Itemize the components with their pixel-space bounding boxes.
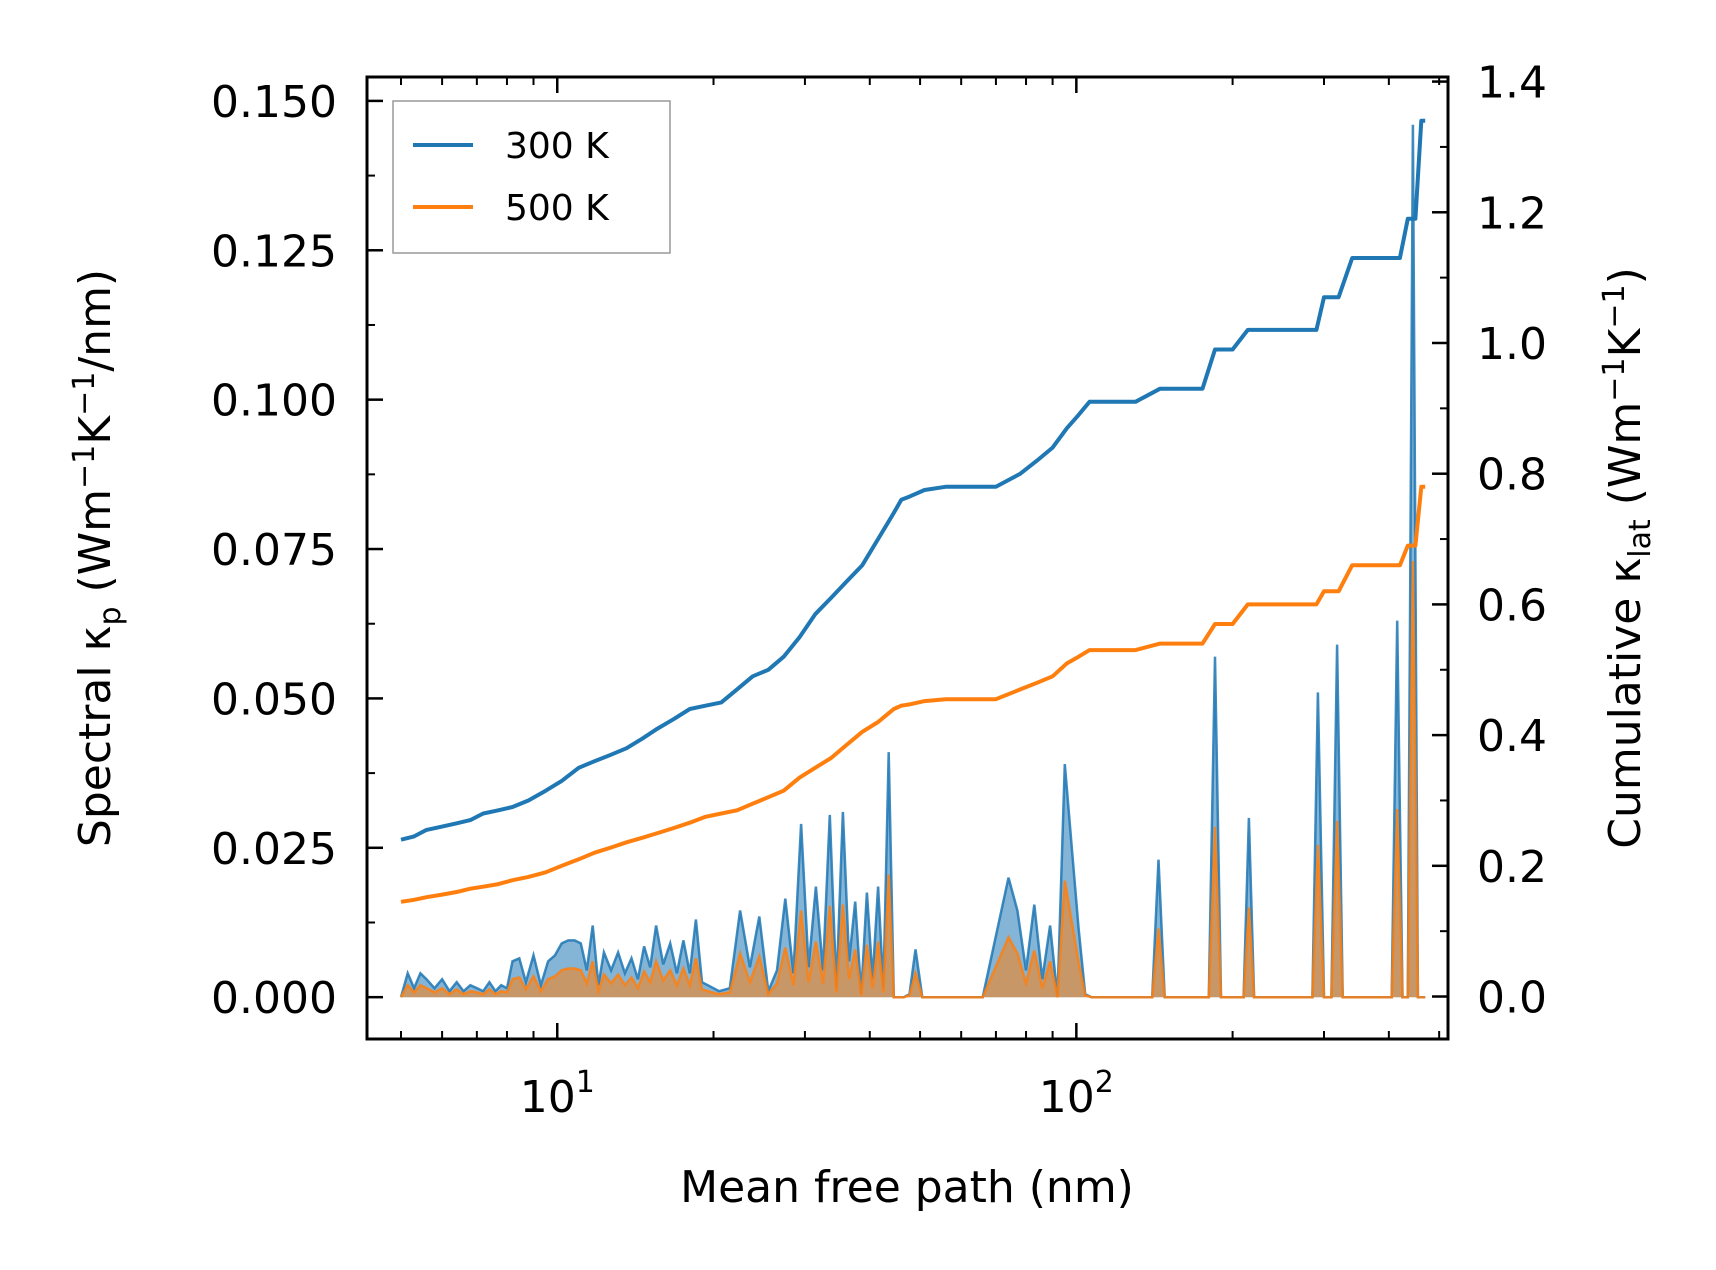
- x-tick-label-exponent: 2: [1095, 1065, 1114, 1100]
- x-tick-label-exponent: 1: [576, 1065, 595, 1100]
- y-right-tick-label: 1.4: [1477, 58, 1547, 109]
- y-right-tick-label: 0.2: [1477, 842, 1547, 893]
- y-right-tick-label: 1.2: [1477, 188, 1547, 239]
- x-tick-label-base: 10: [520, 1072, 576, 1123]
- legend-label-300k: 300 K: [505, 126, 610, 167]
- left-axis-title-units: (Wm: [70, 489, 121, 607]
- right-axis-title-sub: lat: [1623, 519, 1658, 558]
- spectral-area-group: [399, 124, 1426, 999]
- right-axis-title: Cumulative κlat (Wm−1K−1): [1597, 267, 1658, 849]
- right-axis-title-sup2: −1: [1597, 284, 1632, 328]
- x-tick-label: 102: [1039, 1065, 1114, 1123]
- left-axis-title-mid: K: [70, 415, 121, 445]
- legend-label-500k: 500 K: [505, 188, 610, 229]
- x-tick-label: 101: [520, 1065, 595, 1123]
- left-axis-title-main: Spectral κ: [70, 626, 121, 848]
- right-axis-title-units: (Wm: [1600, 402, 1651, 520]
- tick-group: [367, 77, 1448, 1039]
- y-right-tick-label: 0.6: [1477, 580, 1547, 631]
- left-axis-title-sub: p: [93, 606, 128, 625]
- left-axis-title: Spectral κp (Wm−1K−1/nm): [67, 269, 128, 847]
- right-axis-title-mid: K: [1600, 327, 1651, 357]
- y-left-tick-label: 0.025: [211, 824, 337, 875]
- y-left-tick-label: 0.075: [211, 525, 337, 576]
- cumulative-line-300k: [400, 118, 1426, 842]
- y-left-tick-label: 0.100: [211, 376, 337, 427]
- spectral-line-500k: [399, 560, 1426, 999]
- y-left-tick-label: 0.125: [211, 226, 337, 277]
- right-axis-title-tail: ): [1600, 267, 1651, 284]
- left-axis-title-sup1: −1: [67, 445, 102, 489]
- y-left-tick-label: 0.150: [211, 77, 337, 128]
- y-right-tick-label: 0.4: [1477, 711, 1547, 762]
- right-axis-title-main: Cumulative κ: [1600, 558, 1651, 849]
- y-left-tick-label: 0.000: [211, 973, 337, 1024]
- right-axis-title-sup1: −1: [1597, 357, 1632, 401]
- x-tick-label-base: 10: [1039, 1072, 1095, 1123]
- cumulative-line-500k: [400, 484, 1426, 904]
- legend-box: [392, 100, 671, 254]
- plot-frame: [365, 75, 1450, 1041]
- tick-label-group: 101 1020.0000.0250.0500.0750.1000.1250.15…: [211, 58, 1547, 1123]
- x-axis-title: Mean free path (nm): [680, 1162, 1134, 1213]
- y-right-tick-label: 0.8: [1477, 450, 1547, 501]
- y-right-tick-label: 0.0: [1477, 973, 1547, 1024]
- legend: 300 K 500 K: [392, 100, 671, 254]
- left-axis-title-sup2: −1: [67, 372, 102, 416]
- left-axis-title-tail: /nm): [70, 269, 121, 372]
- cumulative-line-group: [400, 118, 1426, 904]
- y-left-tick-label: 0.050: [211, 674, 337, 725]
- y-right-tick-label: 1.0: [1477, 319, 1547, 370]
